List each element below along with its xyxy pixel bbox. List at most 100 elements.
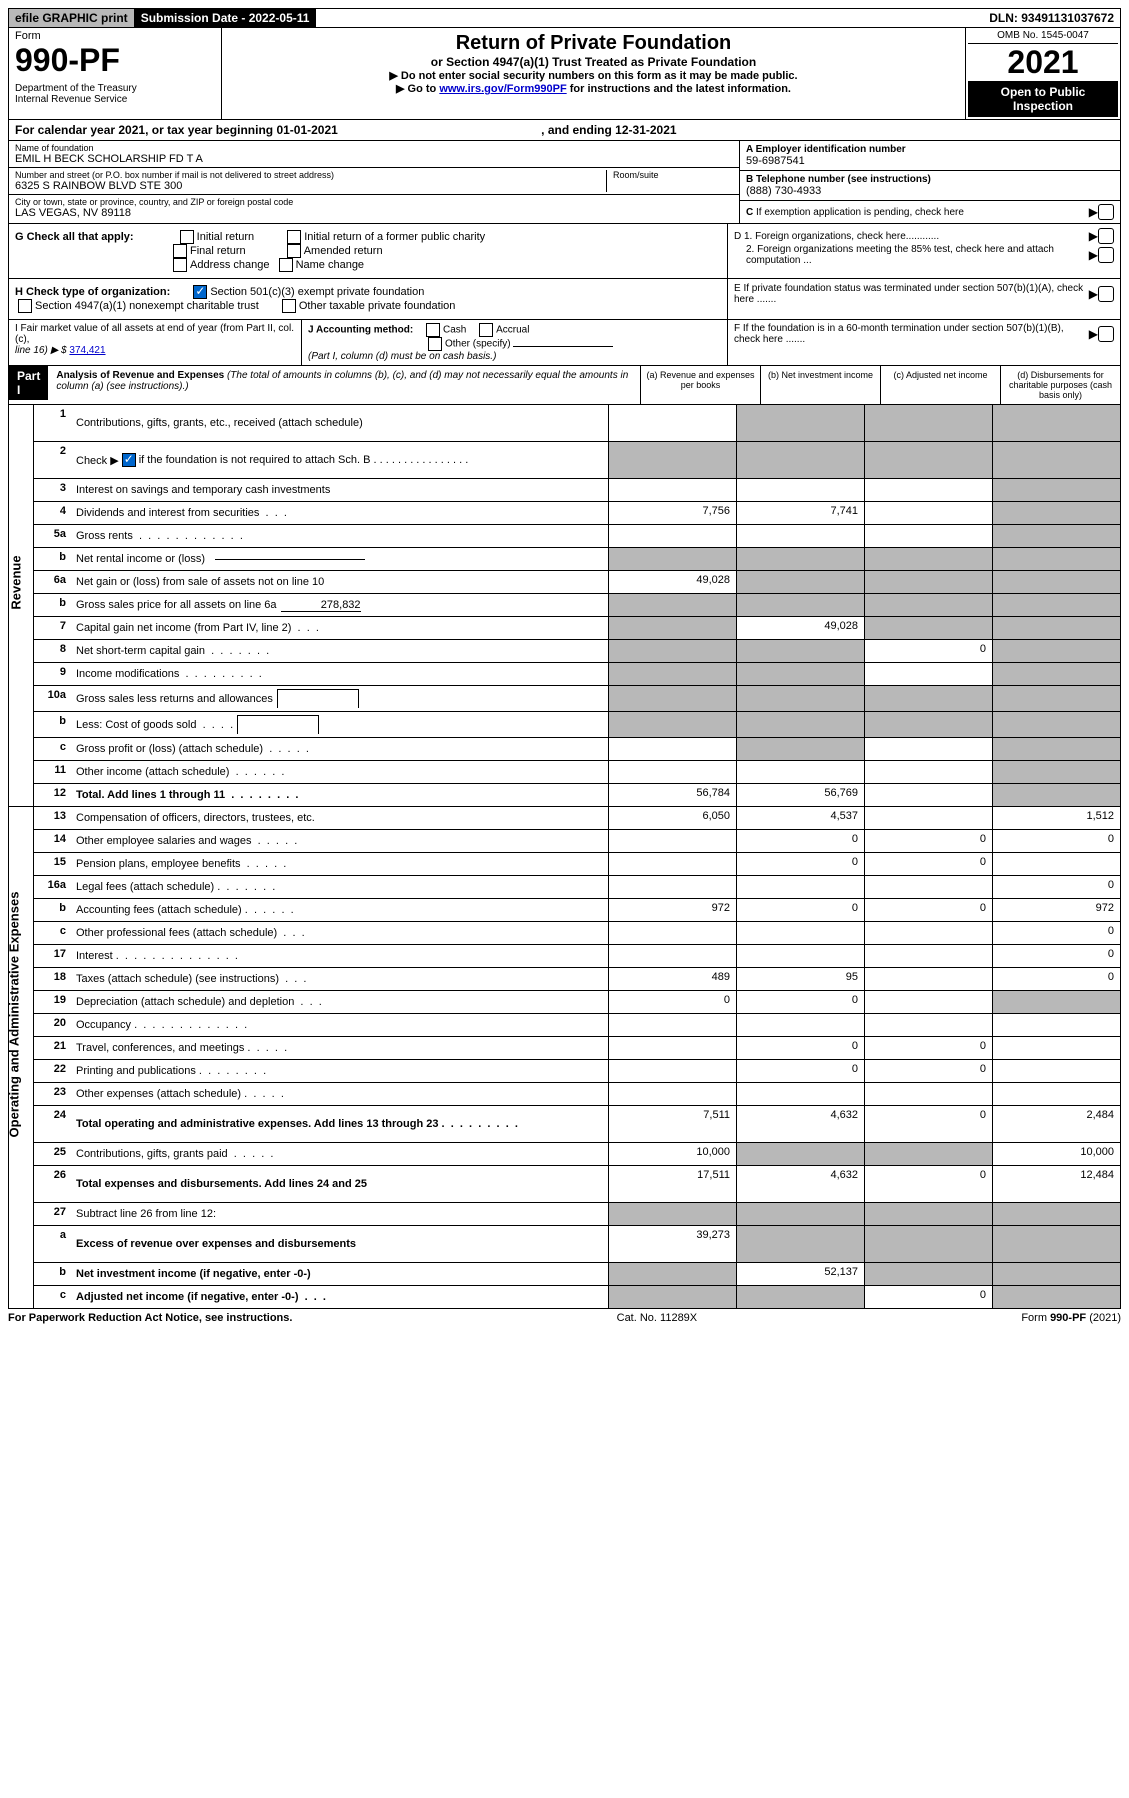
line-20: Occupancy . . . . . . . . . . . . . xyxy=(72,1014,608,1036)
expenses-table: Operating and Administrative Expenses 13… xyxy=(8,807,1121,1309)
city-state-zip: LAS VEGAS, NV 89118 xyxy=(15,207,733,219)
revenue-side-label: Revenue xyxy=(9,405,34,806)
line-27: Subtract line 26 from line 12: xyxy=(72,1203,608,1225)
initial-former-checkbox[interactable] xyxy=(287,230,301,244)
h-section: H Check type of organization: Section 50… xyxy=(9,279,727,319)
other-method-checkbox[interactable] xyxy=(428,337,442,351)
r4-b: 7,741 xyxy=(736,502,864,524)
footer-right: Form 990-PF (2021) xyxy=(1021,1312,1121,1324)
ein-label: A Employer identification number xyxy=(746,144,1114,155)
line-5a: Gross rents . . . . . . . . . . . . xyxy=(72,525,608,547)
expenses-side-label: Operating and Administrative Expenses xyxy=(9,807,34,1308)
form-label: Form xyxy=(15,30,215,42)
efile-button[interactable]: efile GRAPHIC print xyxy=(9,9,135,27)
form-title: Return of Private Foundation xyxy=(226,32,961,55)
other-taxable-checkbox[interactable] xyxy=(282,299,296,313)
city-label: City or town, state or province, country… xyxy=(15,197,733,207)
r12-a: 56,784 xyxy=(608,784,736,806)
g-label: G Check all that apply: xyxy=(15,231,134,243)
r26-a: 17,511 xyxy=(608,1166,736,1202)
amended-checkbox[interactable] xyxy=(287,244,301,258)
f-checkbox[interactable] xyxy=(1098,326,1114,342)
r22-b: 0 xyxy=(736,1060,864,1082)
e-section: E If private foundation status was termi… xyxy=(727,279,1120,319)
expense-rows: 13Compensation of officers, directors, t… xyxy=(34,807,1120,1308)
omb-number: OMB No. 1545-0047 xyxy=(968,30,1118,44)
col-d-header: (d) Disbursements for charitable purpose… xyxy=(1000,366,1120,404)
part1-title-cell: Part I Analysis of Revenue and Expenses … xyxy=(9,366,640,404)
line-10b: Less: Cost of goods sold . . . . xyxy=(72,712,608,737)
name-change-label: Name change xyxy=(296,259,365,271)
line-1: Contributions, gifts, grants, etc., rece… xyxy=(72,405,608,441)
other-taxable-label: Other taxable private foundation xyxy=(299,300,456,312)
revenue-table: Revenue 1Contributions, gifts, grants, e… xyxy=(8,405,1121,807)
final-return-checkbox[interactable] xyxy=(173,244,187,258)
footer-center: Cat. No. 11289X xyxy=(617,1312,698,1324)
r24-a: 7,511 xyxy=(608,1106,736,1142)
i-j-f-row: I Fair market value of all assets at end… xyxy=(8,320,1121,366)
r14-d: 0 xyxy=(992,830,1120,852)
schb-checkbox[interactable] xyxy=(122,453,136,467)
col-a-header: (a) Revenue and expenses per books xyxy=(640,366,760,404)
line-18: Taxes (attach schedule) (see instruction… xyxy=(72,968,608,990)
address-change-label: Address change xyxy=(190,259,270,271)
line-15: Pension plans, employee benefits . . . .… xyxy=(72,853,608,875)
line-3: Interest on savings and temporary cash i… xyxy=(72,479,608,501)
r18-d: 0 xyxy=(992,968,1120,990)
line-17: Interest . . . . . . . . . . . . . . xyxy=(72,945,608,967)
line-13: Compensation of officers, directors, tru… xyxy=(72,807,608,829)
final-return-label: Final return xyxy=(190,245,246,257)
r19-a: 0 xyxy=(608,991,736,1013)
e-checkbox[interactable] xyxy=(1098,286,1114,302)
line-21: Travel, conferences, and meetings . . . … xyxy=(72,1037,608,1059)
accrual-checkbox[interactable] xyxy=(479,323,493,337)
submission-date: Submission Date - 2022-05-11 xyxy=(135,9,317,27)
initial-return-checkbox[interactable] xyxy=(180,230,194,244)
line-16c: Other professional fees (attach schedule… xyxy=(72,922,608,944)
4947-label: Section 4947(a)(1) nonexempt charitable … xyxy=(35,300,259,312)
tax-year: 2021 xyxy=(968,44,1118,81)
line-27b: Net investment income (if negative, ente… xyxy=(72,1263,608,1285)
r16b-a: 972 xyxy=(608,899,736,921)
r18-a: 489 xyxy=(608,968,736,990)
r16b-b: 0 xyxy=(736,899,864,921)
4947-checkbox[interactable] xyxy=(18,299,32,313)
r21-c: 0 xyxy=(864,1037,992,1059)
line-6a: Net gain or (loss) from sale of assets n… xyxy=(72,571,608,593)
irs-link[interactable]: www.irs.gov/Form990PF xyxy=(439,83,566,95)
arrow-icon: ▶ xyxy=(1089,287,1098,301)
cal-year-begin: For calendar year 2021, or tax year begi… xyxy=(15,123,338,137)
501c3-checkbox[interactable] xyxy=(193,285,207,299)
d1-checkbox[interactable] xyxy=(1098,228,1114,244)
f-section: F If the foundation is in a 60-month ter… xyxy=(728,320,1120,365)
line-27a: Excess of revenue over expenses and disb… xyxy=(72,1226,608,1262)
fmv-value[interactable]: 374,421 xyxy=(69,345,105,356)
h-label: H Check type of organization: xyxy=(15,286,170,298)
d2-checkbox[interactable] xyxy=(1098,247,1114,263)
r14-b: 0 xyxy=(736,830,864,852)
c-checkbox[interactable] xyxy=(1098,204,1114,220)
phone-value: (888) 730-4933 xyxy=(746,185,1114,197)
line-5b: Net rental income or (loss) xyxy=(72,548,608,570)
r17-d: 0 xyxy=(992,945,1120,967)
g-section: G Check all that apply: Initial return I… xyxy=(9,224,727,278)
r7-b: 49,028 xyxy=(736,617,864,639)
footer-left: For Paperwork Reduction Act Notice, see … xyxy=(8,1312,292,1324)
j-section: J Accounting method: Cash Accrual Other … xyxy=(302,320,728,365)
address-change-checkbox[interactable] xyxy=(173,258,187,272)
r8-c: 0 xyxy=(864,640,992,662)
r16b-d: 972 xyxy=(992,899,1120,921)
instr2-post: for instructions and the latest informat… xyxy=(567,83,791,95)
arrow-icon: ▶ xyxy=(1089,205,1098,219)
i-line16: line 16) ▶ $ xyxy=(15,345,67,356)
initial-return-label: Initial return xyxy=(197,231,254,243)
header-center: Return of Private Foundation or Section … xyxy=(222,28,965,119)
line-22: Printing and publications . . . . . . . … xyxy=(72,1060,608,1082)
name-change-checkbox[interactable] xyxy=(279,258,293,272)
form-subtitle: or Section 4947(a)(1) Trust Treated as P… xyxy=(226,55,961,69)
d-section: D 1. Foreign organizations, check here..… xyxy=(727,224,1120,278)
cash-checkbox[interactable] xyxy=(426,323,440,337)
instr2-pre: ▶ Go to xyxy=(396,83,439,95)
r13-b: 4,537 xyxy=(736,807,864,829)
501c3-label: Section 501(c)(3) exempt private foundat… xyxy=(210,286,424,298)
